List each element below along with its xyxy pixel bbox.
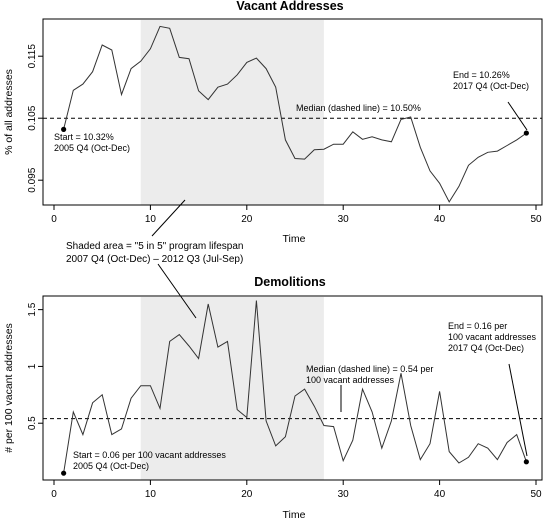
median-label: Median (dashed line) = 0.54 per <box>306 364 433 374</box>
x-tick-label: 20 <box>241 214 253 225</box>
demolitions-chart: Demolitions 0 10 20 30 40 50 Time 0.5 1 1.5 # per 1… <box>3 275 543 521</box>
y-tick-label: 0.115 <box>27 44 38 69</box>
start-label: 2005 Q4 (Oct-Dec) <box>73 461 149 471</box>
y-tick-label: 0.5 <box>27 416 38 430</box>
x-tick-label: 10 <box>145 214 157 225</box>
y-tick-label: 0.095 <box>27 167 38 192</box>
x-tick-label: 40 <box>434 214 446 225</box>
y-axis-label: # per 100 vacant addresses <box>3 323 15 453</box>
median-label: 100 vacant addresses <box>306 375 395 385</box>
vacant-addresses-chart: Vacant Addresses 0 10 20 30 40 50 Time 0.095 0.10… <box>3 0 543 245</box>
y-tick-label: 0.105 <box>27 105 38 130</box>
x-tick-label: 0 <box>51 489 57 500</box>
shaded-note-line1: Shaded area = "5 in 5" program lifespan <box>66 241 244 252</box>
shaded-area-callout: Shaded area = "5 in 5" program lifespan … <box>66 199 244 319</box>
callout-leader-bottom <box>157 263 197 319</box>
end-label: 2017 Q4 (Oct-Dec) <box>453 81 529 91</box>
start-label: Start = 0.06 per 100 vacant addresses <box>73 450 226 460</box>
shaded-note-line2: 2007 Q4 (Oct-Dec) – 2012 Q3 (Jul-Sep) <box>66 254 243 265</box>
end-label: End = 0.16 per <box>448 321 507 331</box>
shaded-region <box>140 297 324 480</box>
x-tick-label: 30 <box>338 214 350 225</box>
start-label: 2005 Q4 (Oct-Dec) <box>54 143 130 153</box>
y-tick-label: 1 <box>27 363 38 369</box>
end-leader <box>508 363 528 457</box>
y-axis-label: % of all addresses <box>3 69 15 155</box>
plot-frame <box>42 295 543 481</box>
x-tick-label: 40 <box>434 489 446 500</box>
start-point <box>61 470 67 476</box>
x-tick-label: 20 <box>241 489 253 500</box>
series-line <box>63 25 527 203</box>
callout-leader-top <box>151 199 186 237</box>
x-tick-label: 10 <box>145 489 157 500</box>
chart-title: Demolitions <box>254 275 326 289</box>
x-axis-label: Time <box>283 509 306 521</box>
end-label: 100 vacant addresses <box>448 332 537 342</box>
x-tick-label: 0 <box>51 214 57 225</box>
end-leader <box>507 101 528 131</box>
shaded-region <box>140 20 324 205</box>
end-point <box>523 130 529 136</box>
start-point <box>61 126 67 132</box>
series-line <box>63 300 527 474</box>
x-tick-label: 30 <box>338 489 350 500</box>
median-label: Median (dashed line) = 10.50% <box>296 103 421 113</box>
x-tick-label: 50 <box>530 214 542 225</box>
end-point <box>523 459 529 465</box>
x-tick-label: 50 <box>530 489 542 500</box>
x-axis-label: Time <box>283 233 306 245</box>
end-label: 2017 Q4 (Oct-Dec) <box>448 343 524 353</box>
chart-title: Vacant Addresses <box>236 0 343 13</box>
start-label: Start = 10.32% <box>54 132 114 142</box>
end-label: End = 10.26% <box>453 70 510 80</box>
plot-frame <box>42 18 543 206</box>
y-tick-label: 1.5 <box>27 302 38 316</box>
